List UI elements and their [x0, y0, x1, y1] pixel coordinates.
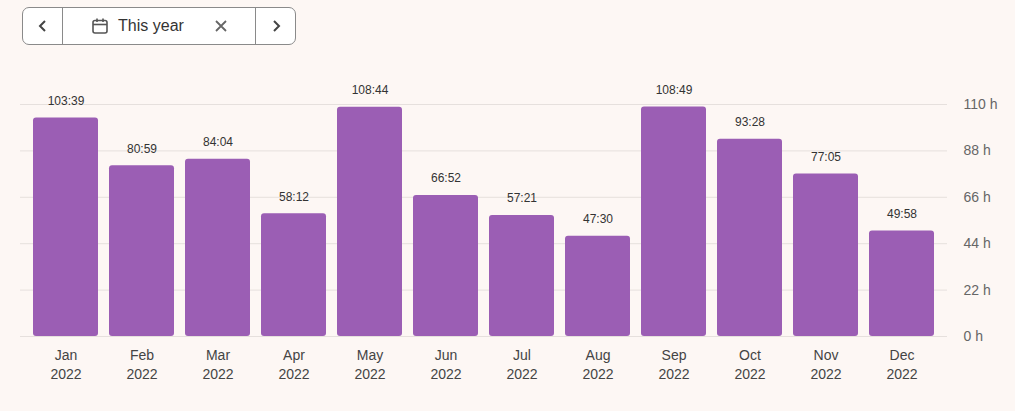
svg-text:88 h: 88 h [964, 142, 991, 158]
svg-text:103:39: 103:39 [48, 94, 85, 108]
svg-text:58:12: 58:12 [279, 190, 309, 204]
svg-text:Oct2022: Oct2022 [734, 347, 765, 382]
svg-text:Sep2022: Sep2022 [658, 347, 689, 382]
svg-text:Mar2022: Mar2022 [202, 347, 233, 382]
svg-text:Jun2022: Jun2022 [430, 347, 461, 382]
svg-text:66:52: 66:52 [431, 171, 461, 185]
svg-text:Jul2022: Jul2022 [506, 347, 537, 382]
svg-text:Nov2022: Nov2022 [810, 347, 841, 382]
svg-text:49:58: 49:58 [887, 207, 917, 221]
svg-text:Jan2022: Jan2022 [50, 347, 81, 382]
svg-text:57:21: 57:21 [507, 191, 537, 205]
svg-text:108:49: 108:49 [656, 83, 693, 97]
svg-text:47:30: 47:30 [583, 212, 613, 226]
svg-text:44 h: 44 h [964, 235, 991, 251]
svg-text:93:28: 93:28 [735, 115, 765, 129]
svg-text:84:04: 84:04 [203, 135, 233, 149]
html-text:This year: This year [118, 17, 184, 34]
svg-text:0 h: 0 h [964, 328, 983, 344]
svg-text:Aug2022: Aug2022 [582, 347, 613, 382]
svg-text:May2022: May2022 [354, 347, 385, 382]
svg-text:66 h: 66 h [964, 189, 991, 205]
svg-text:Dec2022: Dec2022 [886, 347, 917, 382]
svg-text:108:44: 108:44 [352, 83, 389, 97]
svg-text:110 h: 110 h [964, 96, 998, 112]
svg-text:Feb2022: Feb2022 [126, 347, 157, 382]
svg-text:77:05: 77:05 [811, 150, 841, 164]
svg-text:80:59: 80:59 [127, 142, 157, 156]
svg-text:Apr2022: Apr2022 [278, 347, 309, 382]
svg-text:22 h: 22 h [964, 282, 991, 298]
